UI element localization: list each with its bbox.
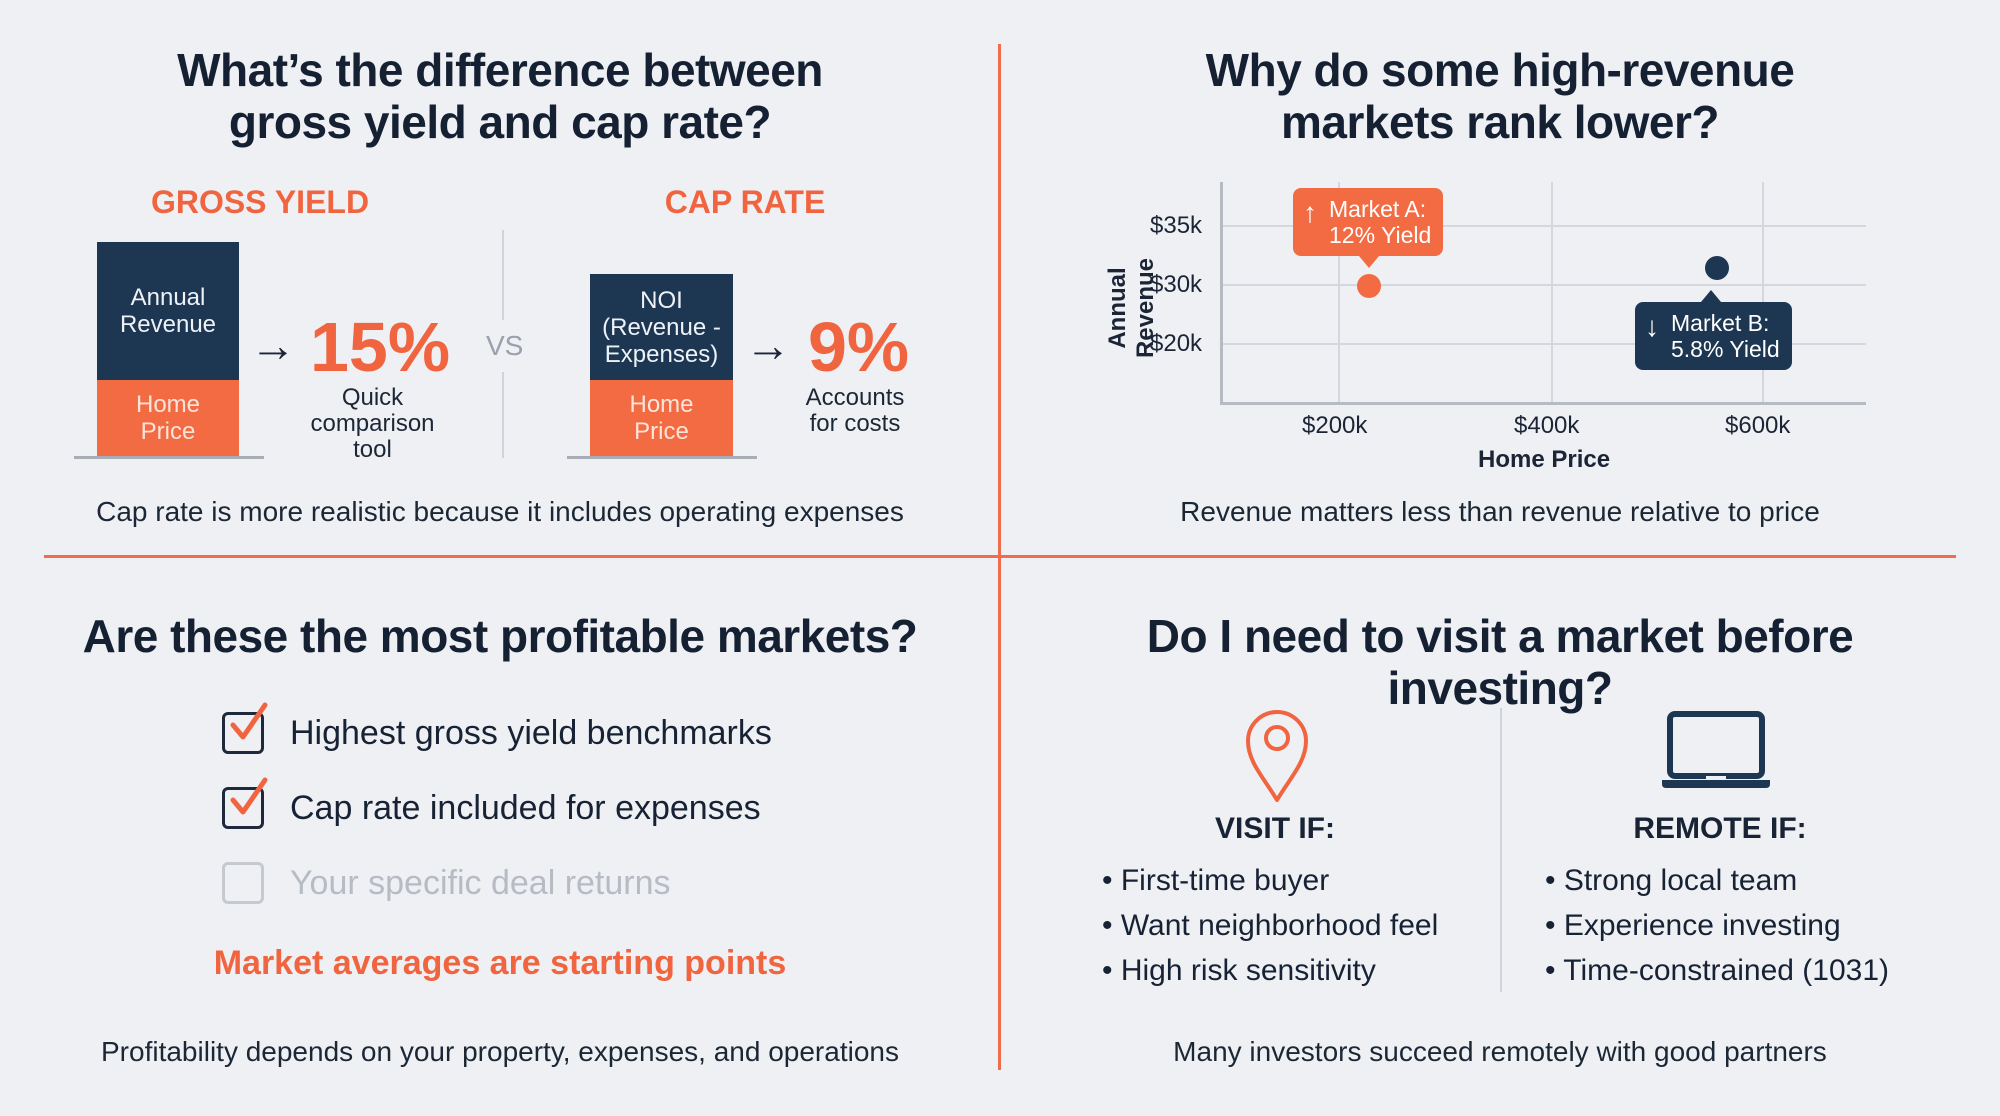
q3-title: Are these the most profitable markets? <box>82 610 918 662</box>
q1-title: What’s the difference between gross yiel… <box>60 44 940 148</box>
checklist-item[interactable]: Highest gross yield benchmarks <box>222 702 772 754</box>
numerator-line: Expenses) <box>604 340 719 368</box>
checklist-label: Your specific deal returns <box>290 863 671 902</box>
y-axis-title: Annual Revenue <box>1104 257 1159 359</box>
arrow-up-icon: ↑ <box>1303 197 1317 228</box>
gridline <box>1222 225 1866 227</box>
numerator-line: (Revenue - <box>602 313 721 341</box>
q2-caption: Revenue matters less than revenue relati… <box>1180 496 1820 527</box>
market-b-callout: ↓ Market B: 5.8% Yield <box>1635 290 1792 370</box>
home-price-block: Home Price <box>97 380 239 456</box>
checkmark-icon <box>230 777 268 815</box>
x-tick: $600k <box>1725 412 1791 439</box>
desc-line: Quick <box>341 384 404 411</box>
q4-caption: Many investors succeed remotely with goo… <box>1173 1036 1827 1067</box>
gridline <box>1222 284 1866 286</box>
market-b-point[interactable] <box>1705 256 1729 280</box>
x-axis <box>1220 402 1866 405</box>
gridline <box>1762 182 1764 404</box>
market-a-callout: ↑ Market A: 12% Yield <box>1293 188 1444 268</box>
gross-yield-value: 15% <box>310 308 451 386</box>
desc-line: for costs <box>809 410 901 437</box>
gridline <box>1222 343 1866 345</box>
checkbox-unchecked[interactable] <box>222 862 264 904</box>
vs-divider <box>502 230 504 320</box>
desc-line: comparison <box>310 410 435 437</box>
q3-note: Market averages are starting points <box>213 944 787 982</box>
denominator-line: Price <box>634 418 689 445</box>
cap-rate-value: 9% <box>808 308 910 386</box>
checklist-item[interactable]: Your specific deal returns <box>222 862 671 904</box>
callout-line: 12% Yield <box>1329 222 1432 248</box>
noi-block: NOI (Revenue - Expenses) <box>590 274 733 380</box>
callout-line: Market A: <box>1329 196 1427 222</box>
visit-item: • First-time buyer <box>1102 864 1330 897</box>
home-price-block: Home Price <box>590 380 733 456</box>
remote-item: • Experience investing <box>1545 909 1841 942</box>
gridline <box>1338 182 1340 404</box>
numerator-line: Revenue <box>119 311 217 338</box>
remote-item: • Time-constrained (1031) <box>1545 954 1889 987</box>
q1-caption: Cap rate is more realistic because it in… <box>96 496 904 527</box>
remote-heading: REMOTE IF: <box>1633 812 1807 845</box>
y-axis <box>1220 182 1223 404</box>
cap-rate-heading: CAP RATE <box>664 184 826 220</box>
desc-line: Accounts <box>805 384 905 411</box>
visit-item: • Want neighborhood feel <box>1102 909 1439 942</box>
visit-heading: VISIT IF: <box>1215 812 1335 845</box>
q1-title-line2: gross yield and cap rate? <box>228 96 772 148</box>
q2-title-line1: Why do some high-revenue <box>1205 44 1795 96</box>
q2-title: Why do some high-revenue markets rank lo… <box>1040 44 1960 148</box>
q1-title-line1: What’s the difference between <box>177 44 823 96</box>
map-pin-icon <box>1246 710 1308 802</box>
checklist-label: Cap rate included for expenses <box>290 788 761 827</box>
laptop-icon <box>1662 711 1770 788</box>
cap-rate-baseline <box>567 456 757 459</box>
arrow-right-icon: → <box>250 319 296 371</box>
x-tick: $400k <box>1514 412 1580 439</box>
gross-yield-desc: Quick comparison tool <box>300 385 445 463</box>
arrow-down-icon: ↓ <box>1645 311 1659 342</box>
checkbox-checked[interactable] <box>222 777 268 829</box>
denominator-line: Home <box>629 391 694 418</box>
denominator-line: Home <box>135 391 201 418</box>
gross-yield-heading: GROSS YIELD <box>150 184 370 220</box>
q4-column-divider <box>1500 708 1502 992</box>
vs-divider <box>502 372 504 458</box>
checklist-item[interactable]: Cap rate included for expenses <box>222 777 761 829</box>
callout-line: Market B: <box>1671 310 1770 336</box>
denominator-line: Price <box>140 418 196 445</box>
y-tick: $30k <box>1150 271 1203 298</box>
q3-caption: Profitability depends on your property, … <box>101 1036 899 1067</box>
x-axis-title: Home Price <box>1478 446 1611 473</box>
cap-rate-desc: Accounts for costs <box>790 385 920 437</box>
numerator-line: NOI <box>640 286 683 314</box>
gridline <box>1551 182 1553 404</box>
desc-line: tool <box>353 436 392 463</box>
numerator-line: Annual <box>130 284 206 311</box>
vs-label: VS <box>486 330 524 361</box>
q2-title-line2: markets rank lower? <box>1281 96 1719 148</box>
gross-yield-baseline <box>74 456 264 459</box>
x-tick: $200k <box>1302 412 1368 439</box>
y-tick: $20k <box>1150 330 1203 357</box>
checkmark-icon <box>230 702 268 740</box>
q4-title: Do I need to visit a market before inves… <box>1146 610 1854 714</box>
annual-revenue-block: Annual Revenue <box>97 242 239 380</box>
arrow-right-icon: → <box>745 319 791 371</box>
callout-line: 5.8% Yield <box>1671 336 1780 362</box>
remote-item: • Strong local team <box>1545 864 1798 897</box>
checklist-label: Highest gross yield benchmarks <box>290 713 772 752</box>
visit-item: • High risk sensitivity <box>1102 954 1376 987</box>
horizontal-divider <box>44 555 1956 558</box>
checkbox-checked[interactable] <box>222 702 268 754</box>
market-a-point[interactable] <box>1357 274 1381 298</box>
y-tick: $35k <box>1150 212 1203 239</box>
